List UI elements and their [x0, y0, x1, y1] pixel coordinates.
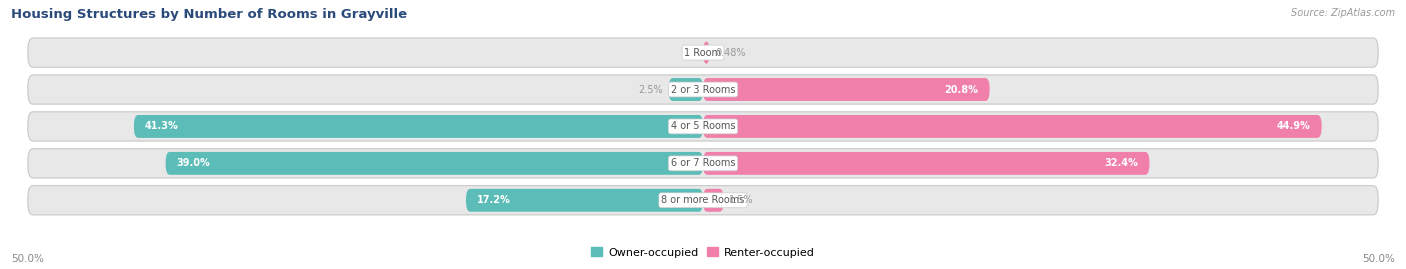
FancyBboxPatch shape [28, 75, 1378, 104]
Text: 20.8%: 20.8% [945, 84, 979, 94]
FancyBboxPatch shape [28, 38, 1378, 67]
FancyBboxPatch shape [28, 112, 1378, 141]
FancyBboxPatch shape [703, 78, 990, 101]
Text: Housing Structures by Number of Rooms in Grayville: Housing Structures by Number of Rooms in… [11, 8, 408, 21]
FancyBboxPatch shape [703, 189, 724, 212]
Text: 0.48%: 0.48% [716, 48, 745, 58]
Text: 17.2%: 17.2% [477, 195, 510, 205]
FancyBboxPatch shape [28, 149, 1378, 178]
Text: 6 or 7 Rooms: 6 or 7 Rooms [671, 158, 735, 168]
FancyBboxPatch shape [166, 152, 703, 175]
FancyBboxPatch shape [703, 41, 710, 64]
Text: 50.0%: 50.0% [11, 254, 44, 264]
FancyBboxPatch shape [134, 115, 703, 138]
FancyBboxPatch shape [703, 115, 1322, 138]
Text: 41.3%: 41.3% [145, 121, 179, 132]
FancyBboxPatch shape [669, 78, 703, 101]
FancyBboxPatch shape [465, 189, 703, 212]
Legend: Owner-occupied, Renter-occupied: Owner-occupied, Renter-occupied [586, 243, 820, 262]
Text: 2 or 3 Rooms: 2 or 3 Rooms [671, 84, 735, 94]
Text: 1.5%: 1.5% [730, 195, 754, 205]
Text: 4 or 5 Rooms: 4 or 5 Rooms [671, 121, 735, 132]
Text: 39.0%: 39.0% [177, 158, 211, 168]
Text: 32.4%: 32.4% [1105, 158, 1139, 168]
Text: 2.5%: 2.5% [638, 84, 664, 94]
Text: 44.9%: 44.9% [1277, 121, 1310, 132]
Text: 8 or more Rooms: 8 or more Rooms [661, 195, 745, 205]
Text: 1 Room: 1 Room [685, 48, 721, 58]
FancyBboxPatch shape [28, 186, 1378, 215]
FancyBboxPatch shape [703, 152, 1150, 175]
Text: 50.0%: 50.0% [1362, 254, 1395, 264]
Text: Source: ZipAtlas.com: Source: ZipAtlas.com [1291, 8, 1395, 18]
